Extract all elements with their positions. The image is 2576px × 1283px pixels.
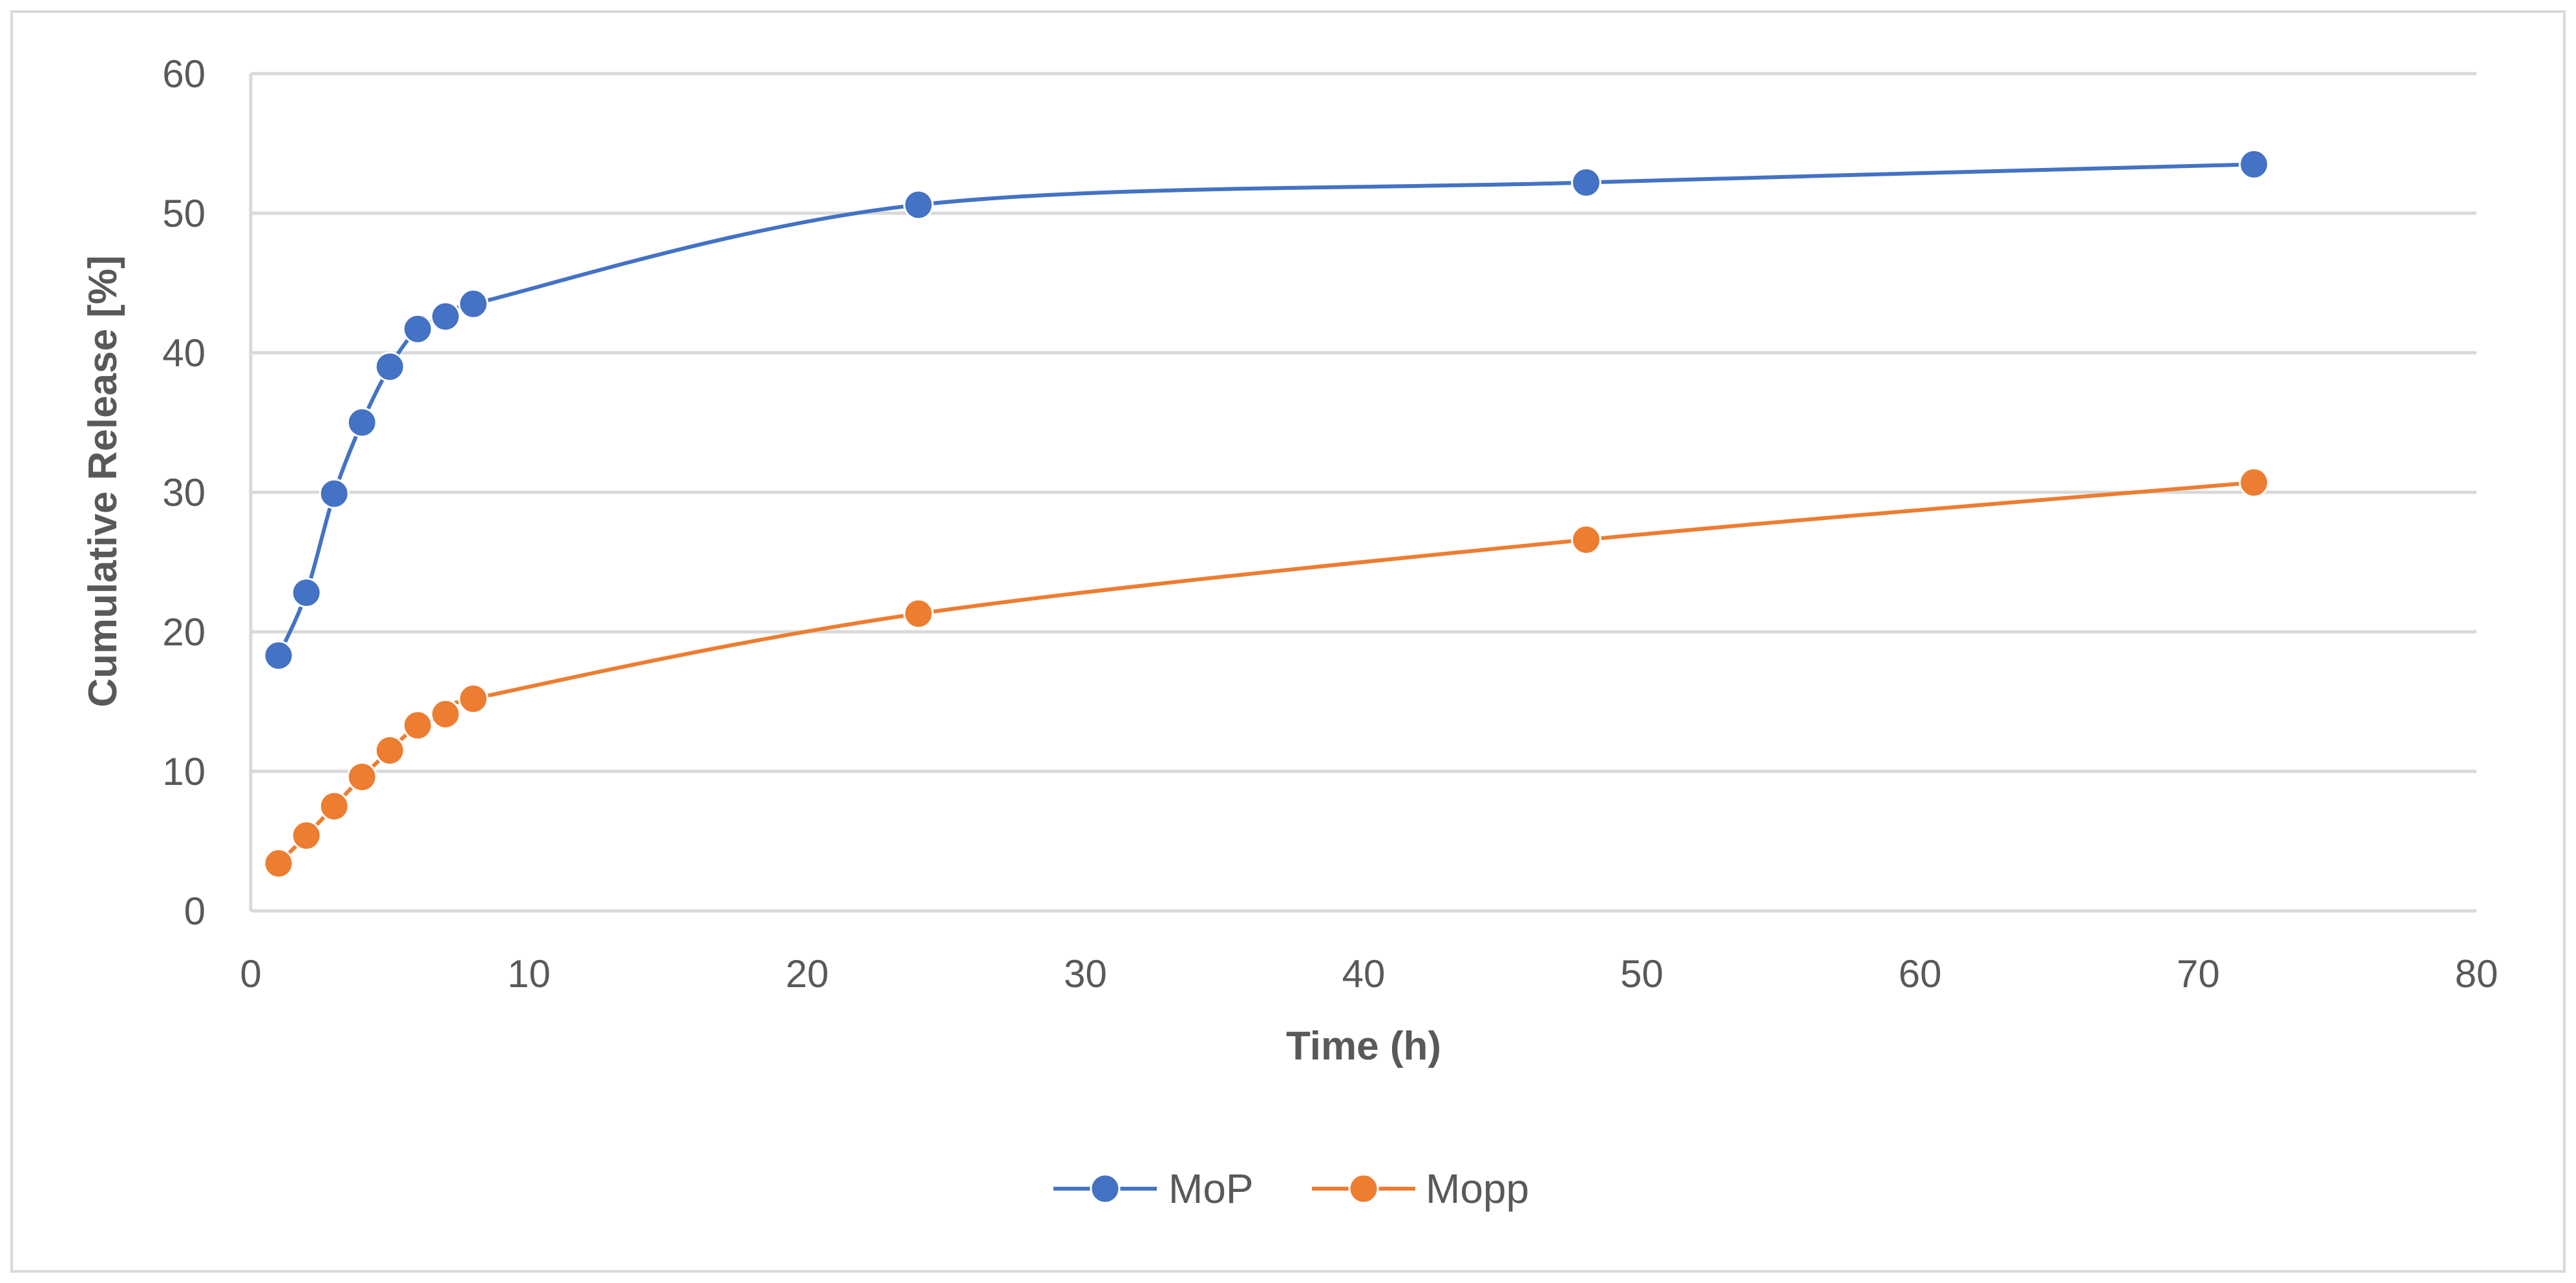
legend: MoP Mopp [1053, 1165, 1529, 1212]
data-point-mopp-4 [346, 762, 377, 793]
data-point-mopp-7 [430, 698, 461, 729]
y-tick-label-60: 60 [162, 52, 206, 96]
data-point-mop-24 [903, 189, 934, 220]
axes [249, 74, 2476, 913]
x-tick-label-30: 30 [1064, 952, 1107, 996]
series-mop [263, 149, 2270, 671]
data-point-mopp-3 [319, 791, 350, 822]
data-point-mopp-72 [2239, 467, 2270, 498]
series-layer [263, 149, 2270, 879]
data-point-mop-7 [430, 301, 461, 332]
y-tick-labels: 0 10 20 30 40 50 60 [162, 52, 206, 933]
gridlines [251, 72, 2476, 773]
x-tick-label-60: 60 [1899, 952, 1942, 996]
series-mop-line [277, 162, 2254, 656]
data-point-mopp-24 [903, 598, 934, 629]
series-mopp-line [277, 480, 2254, 865]
data-point-mop-5 [374, 351, 405, 382]
data-point-mopp-48 [1570, 524, 1601, 555]
y-tick-label-20: 20 [162, 610, 206, 654]
legend-label-mop: MoP [1168, 1165, 1254, 1212]
data-point-mop-48 [1570, 167, 1601, 198]
data-point-mop-8 [458, 288, 489, 319]
data-point-mopp-8 [458, 683, 489, 715]
data-point-mop-1 [263, 640, 294, 671]
x-axis-title: Time (h) [1286, 1024, 1441, 1069]
legend-marker-mopp [1348, 1173, 1379, 1204]
x-tick-label-10: 10 [507, 952, 551, 996]
legend-label-mopp: Mopp [1426, 1165, 1529, 1212]
x-tick-labels: 0 10 20 30 40 50 60 70 80 [240, 952, 2498, 996]
x-tick-label-40: 40 [1342, 952, 1386, 996]
legend-marker-mop [1090, 1173, 1121, 1204]
y-tick-label-10: 10 [162, 750, 206, 793]
data-point-mopp-2 [291, 820, 322, 851]
y-axis-title: Cumulative Release [%] [81, 255, 125, 707]
y-tick-label-40: 40 [162, 331, 206, 375]
data-point-mop-2 [291, 578, 322, 609]
y-tick-label-50: 50 [162, 192, 206, 235]
x-tick-label-20: 20 [786, 952, 829, 996]
x-tick-label-80: 80 [2455, 952, 2498, 996]
data-point-mopp-5 [374, 735, 405, 766]
y-tick-label-0: 0 [184, 890, 206, 933]
y-tick-label-30: 30 [162, 471, 206, 514]
x-tick-label-0: 0 [240, 952, 261, 996]
x-tick-label-70: 70 [2177, 952, 2220, 996]
chart-frame [10, 10, 2566, 1273]
data-point-mop-4 [346, 407, 377, 438]
data-point-mopp-6 [402, 710, 433, 741]
data-point-mopp-1 [263, 848, 294, 879]
legend-item-mopp: Mopp [1312, 1165, 1529, 1212]
data-point-mop-3 [319, 478, 350, 509]
data-point-mop-6 [402, 313, 433, 344]
series-mopp [263, 467, 2270, 879]
legend-item-mop: MoP [1053, 1165, 1254, 1212]
x-tick-label-50: 50 [1620, 952, 1663, 996]
data-point-mop-72 [2239, 149, 2270, 180]
